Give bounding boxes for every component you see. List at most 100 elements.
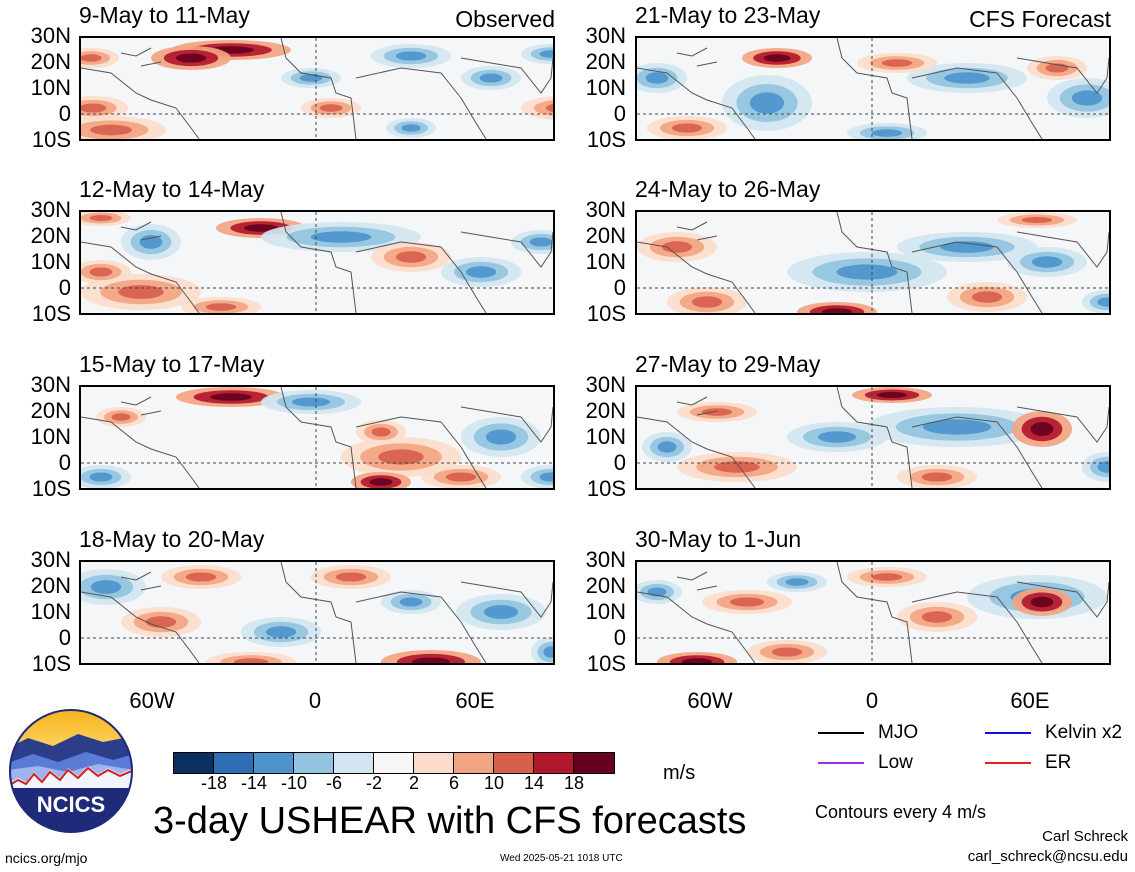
legend-kelvin-label: Kelvin x2	[1045, 722, 1123, 743]
shear-anomaly	[371, 427, 391, 437]
legend-mjo-label: MJO	[878, 722, 919, 743]
lat-label: 20N	[585, 573, 626, 598]
shear-anomaly	[763, 54, 791, 62]
shear-anomaly	[1030, 596, 1054, 608]
shear-anomaly	[881, 59, 913, 67]
lat-label: 10N	[30, 424, 71, 449]
shear-anomaly	[118, 285, 164, 299]
colorbar-swatch	[534, 753, 574, 773]
panel-period-label: 21-May to 23-May	[635, 2, 821, 28]
shear-anomaly	[871, 129, 903, 137]
lat-label: 10N	[30, 599, 71, 624]
lat-label: 0	[58, 275, 71, 300]
colorbar-tick: 2	[408, 773, 420, 793]
lat-label: 10S	[31, 651, 71, 676]
colorbar-swatch	[454, 753, 494, 773]
lat-label: 30N	[585, 23, 626, 48]
coastlines	[637, 562, 1109, 663]
map-panel-p1: 9-May to 11-May Observed	[79, 2, 555, 141]
shear-anomaly	[691, 296, 723, 308]
shear-anomaly	[369, 478, 393, 486]
shear-anomaly	[701, 408, 733, 416]
lat-label: 20N	[30, 398, 71, 423]
shear-anomaly	[1071, 90, 1103, 106]
panel-period-label: 30-May to 1-Jun	[635, 526, 802, 552]
shear-anomaly	[485, 429, 517, 445]
shear-anomaly	[1097, 461, 1109, 473]
shear-anomaly	[876, 391, 908, 399]
shear-anomaly	[545, 104, 553, 112]
shear-anomaly	[539, 472, 553, 482]
colorbar-tick: -18	[200, 773, 228, 793]
legend-mjo: MJO	[818, 722, 918, 744]
colorbar-swatch	[374, 753, 414, 773]
shear-anomaly	[401, 124, 421, 132]
contours-note: Contours every 4 m/s	[815, 802, 987, 822]
colorbar-ticks: -18 -14 -10 -6 -2 2 6 10 14 18	[173, 773, 627, 795]
figure-title: 3-day USHEAR with CFS forecasts	[153, 800, 747, 842]
shear-anomaly	[971, 291, 1003, 303]
panel-period-label: 9-May to 11-May	[79, 2, 250, 28]
shear-anomaly	[399, 597, 423, 607]
legend-er: ER	[985, 752, 1071, 774]
colorbar-swatch	[174, 753, 214, 773]
shear-anomaly	[465, 266, 497, 278]
colorbar-tick: 6	[448, 773, 460, 793]
lat-label: 20N	[30, 573, 71, 598]
shear-anomaly	[205, 303, 237, 311]
lat-label: 30N	[30, 197, 71, 222]
shear-map	[635, 560, 1111, 665]
shear-anomaly	[836, 264, 898, 280]
shear-anomaly	[940, 241, 994, 253]
author-name: Carl Schreck	[1042, 828, 1128, 845]
lat-label: 10N	[585, 424, 626, 449]
lat-label: 10S	[586, 651, 626, 676]
shear-anomaly	[81, 103, 107, 113]
legend-er-line	[985, 761, 1031, 764]
map-panel-p7: 27-May to 29-May	[635, 351, 1111, 490]
panel-period-label: 18-May to 20-May	[79, 526, 265, 552]
shear-anomaly	[445, 472, 477, 482]
shear-anomaly	[395, 51, 427, 61]
colorbar-swatch	[494, 753, 534, 773]
shear-anomaly	[483, 605, 519, 619]
shear-map	[635, 385, 1111, 490]
shear-anomaly	[185, 572, 217, 582]
shear-anomaly	[771, 647, 803, 657]
shear-anomaly	[319, 104, 343, 112]
author-email: carl_schreck@ncsu.edu	[967, 848, 1128, 865]
lat-label: 10S	[586, 301, 626, 326]
lat-label: 10S	[586, 127, 626, 152]
shear-anomaly	[89, 267, 113, 277]
colorbar-swatch	[254, 753, 294, 773]
colorbar-swatch	[414, 753, 454, 773]
lat-label: 30N	[585, 197, 626, 222]
panel-period-label: 27-May to 29-May	[635, 351, 821, 377]
shear-anomaly	[1021, 216, 1053, 224]
colorbar	[173, 752, 615, 774]
colorbar-tick: 10	[483, 773, 505, 793]
shear-anomaly	[871, 573, 903, 581]
shear-anomaly	[310, 231, 372, 243]
shear-anomaly	[299, 74, 323, 82]
lat-label: 20N	[585, 49, 626, 74]
colorbar-tick: 14	[523, 773, 545, 793]
coastlines	[637, 387, 1109, 488]
legend-low-label: Low	[878, 752, 913, 773]
shear-anomaly	[210, 393, 252, 401]
shear-anomaly	[111, 413, 131, 421]
map-panel-p4: 18-May to 20-May	[79, 526, 555, 665]
shear-anomaly	[529, 237, 553, 247]
lat-label: 0	[613, 275, 626, 300]
lat-label: 0	[58, 101, 71, 126]
shear-anomaly	[539, 50, 553, 58]
lon-label-0-right: 0	[865, 688, 879, 713]
coastlines	[637, 212, 1109, 313]
colorbar-tick: 18	[563, 773, 585, 793]
legend-er-label: ER	[1045, 752, 1072, 773]
shear-anomaly	[81, 54, 102, 62]
panel-period-label: 15-May to 17-May	[79, 351, 265, 377]
shear-anomaly	[533, 100, 553, 116]
shear-anomaly	[921, 611, 953, 623]
legend-low-line	[818, 761, 864, 764]
